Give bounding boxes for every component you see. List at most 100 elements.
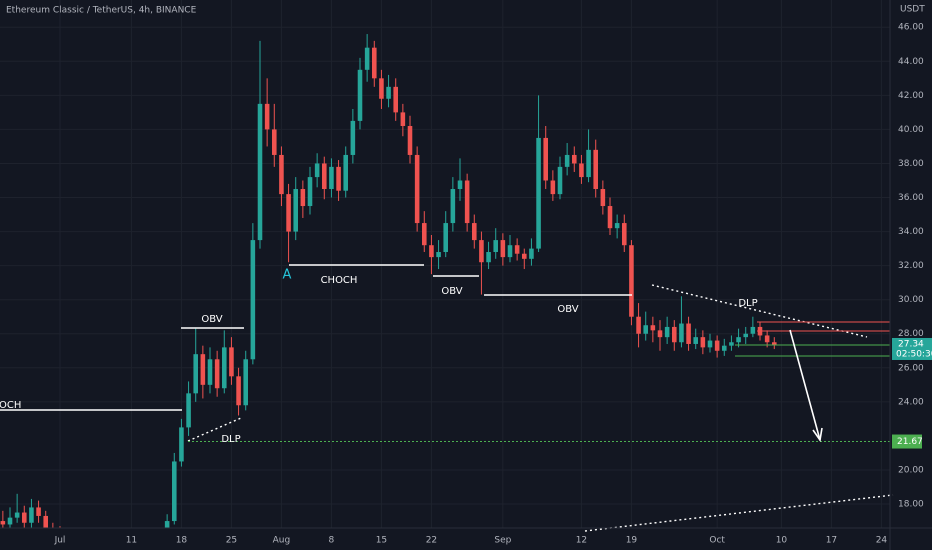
candle-body bbox=[322, 163, 327, 190]
annotation: A bbox=[283, 268, 292, 283]
candle-body bbox=[193, 354, 198, 394]
candle-body bbox=[572, 154, 577, 164]
candle-body bbox=[657, 330, 663, 338]
y-tick-label: 40.00 bbox=[898, 125, 924, 135]
candle-body bbox=[614, 223, 620, 229]
candle-body bbox=[664, 326, 670, 338]
chart-title: Ethereum Classic / TetherUS, 4h, BINANCE bbox=[6, 6, 197, 16]
candle-body bbox=[222, 347, 227, 389]
y-tick-label: 32.00 bbox=[898, 261, 924, 271]
candle-body bbox=[393, 86, 398, 113]
candle-body bbox=[250, 240, 256, 360]
candle-body bbox=[279, 154, 284, 195]
candle-body bbox=[43, 515, 48, 528]
candle-body bbox=[407, 126, 413, 155]
candle-body bbox=[736, 337, 741, 343]
candle-body bbox=[650, 325, 656, 331]
x-tick-label: 11 bbox=[126, 536, 137, 546]
candle-body bbox=[579, 163, 584, 178]
annotation: OBV bbox=[201, 314, 222, 325]
candle-body bbox=[464, 180, 470, 224]
candle-body bbox=[507, 245, 513, 258]
currency: USDT bbox=[900, 5, 925, 15]
candle-body bbox=[357, 69, 363, 121]
candle-body bbox=[564, 154, 570, 167]
drawings: OCH OBV DLP CHOCH A OBV OBV DLP bbox=[0, 264, 894, 532]
target-label: 21.67 bbox=[897, 437, 923, 447]
candle-body bbox=[714, 340, 720, 351]
candle-body bbox=[493, 240, 498, 253]
y-tick-label: 36.00 bbox=[898, 193, 924, 203]
annotation: OBV bbox=[557, 304, 578, 315]
candle-body bbox=[429, 245, 434, 258]
x-tick-label: Oct bbox=[709, 536, 725, 546]
candle-body bbox=[514, 245, 520, 254]
last-price-box bbox=[892, 337, 932, 360]
y-tick-label: 18.00 bbox=[898, 500, 924, 510]
candle-body bbox=[364, 47, 370, 70]
x-tick-label: Jul bbox=[54, 536, 66, 546]
candle-body bbox=[343, 154, 348, 191]
y-tick-label: 38.00 bbox=[898, 159, 924, 169]
candles bbox=[0, 34, 777, 528]
candle-body bbox=[243, 359, 248, 406]
candle-body bbox=[479, 240, 484, 263]
annotation: OBV bbox=[441, 286, 462, 297]
arrow-head bbox=[812, 427, 823, 443]
candle-body bbox=[272, 129, 277, 155]
candle-body bbox=[372, 47, 377, 79]
candle-body bbox=[386, 86, 391, 99]
countdown: 02:50:30 bbox=[896, 349, 932, 359]
candle-body bbox=[229, 347, 234, 377]
candle-body bbox=[636, 316, 641, 334]
candle-body bbox=[557, 166, 563, 195]
x-tick-label: 17 bbox=[826, 536, 837, 546]
candle-body bbox=[607, 206, 613, 229]
candle-body bbox=[314, 163, 320, 178]
candle-body bbox=[293, 189, 298, 232]
y-tick-label: 20.00 bbox=[898, 465, 924, 475]
candle-body bbox=[214, 359, 220, 389]
y-tick-label: 46.00 bbox=[898, 23, 924, 33]
x-tick-label: 18 bbox=[176, 536, 188, 546]
candle-body bbox=[529, 248, 534, 259]
candle-body bbox=[593, 149, 598, 190]
candle-body bbox=[536, 137, 541, 249]
candle-body bbox=[200, 354, 206, 385]
annotation: CHOCH bbox=[321, 275, 358, 286]
candle-body bbox=[264, 103, 270, 130]
candle-body bbox=[436, 252, 441, 258]
x-tick-label: 22 bbox=[426, 536, 437, 546]
arrow bbox=[789, 329, 821, 441]
candle-body bbox=[772, 342, 777, 345]
candle-body bbox=[722, 345, 727, 351]
candle-body bbox=[329, 166, 334, 190]
candle-body bbox=[672, 326, 677, 343]
target-box bbox=[892, 434, 922, 449]
candle-body bbox=[586, 149, 591, 178]
candle-body bbox=[236, 376, 241, 406]
x-tick-label: 15 bbox=[376, 536, 387, 546]
x-tick-label: Aug bbox=[273, 536, 291, 546]
candle-body bbox=[286, 194, 291, 232]
candle-body bbox=[522, 253, 527, 259]
candle-body bbox=[750, 326, 756, 334]
candle-body bbox=[300, 189, 306, 207]
y-tick-label: 24.00 bbox=[898, 397, 924, 407]
annotation: DLP bbox=[738, 298, 757, 309]
x-tick-label: 19 bbox=[626, 536, 638, 546]
candle-body bbox=[550, 180, 556, 195]
candle-body bbox=[22, 512, 27, 523]
candle-body bbox=[400, 112, 406, 127]
candle-body bbox=[693, 337, 698, 344]
trend-line bbox=[584, 494, 894, 532]
candle-body bbox=[257, 103, 263, 241]
x-tick-label: 24 bbox=[876, 536, 888, 546]
y-tick-label: 30.00 bbox=[898, 295, 924, 305]
candle-body bbox=[336, 166, 341, 191]
x-tick-label: 10 bbox=[776, 536, 788, 546]
candle-body bbox=[743, 333, 748, 338]
candle-body bbox=[179, 427, 184, 462]
